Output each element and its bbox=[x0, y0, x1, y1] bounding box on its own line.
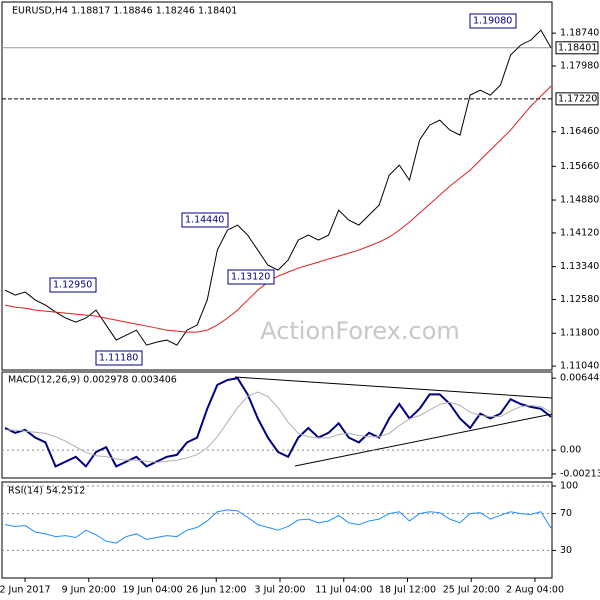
y-tick-label: 1.15660 bbox=[560, 161, 599, 172]
level-label: 1.17220 bbox=[558, 93, 597, 104]
y-tick-label: 1.12580 bbox=[560, 294, 599, 305]
annotation-box bbox=[49, 277, 97, 293]
level-box bbox=[555, 41, 599, 55]
rsi-panel bbox=[1, 481, 553, 579]
x-tick-label: 3 Jul 20:00 bbox=[255, 585, 306, 596]
trend-line bbox=[294, 413, 553, 467]
y-tick-label: 1.17980 bbox=[560, 61, 599, 72]
y-tick-label: 1.14120 bbox=[560, 227, 599, 238]
series-line bbox=[4, 377, 552, 468]
annotation: 1.11180 bbox=[99, 353, 138, 364]
y-tick-label: 1.13340 bbox=[560, 261, 599, 272]
y-tick-label: -0.002134 bbox=[560, 468, 600, 479]
y-tick-label: 1.14880 bbox=[560, 195, 599, 206]
y-tick-label: 30 bbox=[560, 545, 572, 556]
annotation-box bbox=[181, 212, 229, 228]
x-tick-label: 2 Jun 2017 bbox=[0, 585, 51, 596]
y-tick-label: 1.16460 bbox=[560, 126, 599, 137]
macd-title: MACD(12,26,9) 0.002978 0.003406 bbox=[8, 375, 177, 386]
series-line bbox=[4, 29, 552, 346]
y-tick-label: 1.11040 bbox=[560, 361, 599, 372]
price-title: EURUSD,H4 1.18817 1.18846 1.18246 1.1840… bbox=[12, 6, 237, 17]
macd-panel bbox=[1, 371, 553, 479]
annotation: 1.19080 bbox=[473, 16, 512, 27]
x-tick-label: 2 Aug 04:00 bbox=[506, 585, 564, 596]
y-tick-label: 0.00 bbox=[560, 445, 581, 456]
annotation: 1.12950 bbox=[53, 280, 92, 291]
annotation-box bbox=[227, 269, 275, 285]
price-panel bbox=[1, 1, 553, 371]
x-tick-label: 18 Jul 12:00 bbox=[379, 585, 436, 596]
x-tick-label: 25 Jul 20:00 bbox=[443, 585, 500, 596]
x-tick-label: 11 Jul 04:00 bbox=[315, 585, 372, 596]
series-line bbox=[5, 391, 552, 463]
rsi-title: RSI(14) 54.2512 bbox=[8, 486, 85, 497]
y-tick-label: 1.18740 bbox=[560, 28, 599, 39]
y-tick-label: 70 bbox=[560, 508, 572, 519]
annotation: 1.14440 bbox=[185, 215, 224, 226]
series-line bbox=[4, 85, 552, 333]
level-box bbox=[555, 92, 599, 106]
series-line bbox=[4, 509, 552, 544]
y-tick-label: 100 bbox=[560, 481, 578, 492]
watermark: ActionForex.com bbox=[260, 317, 460, 345]
annotation-box bbox=[469, 13, 517, 29]
x-tick-label: 9 Jun 20:00 bbox=[62, 585, 116, 596]
y-tick-label: 1.11800 bbox=[560, 328, 599, 339]
y-tick-label: 0.006449 bbox=[560, 373, 600, 384]
x-tick-label: 19 Jun 04:00 bbox=[122, 585, 182, 596]
x-tick-label: 26 Jun 12:00 bbox=[186, 585, 246, 596]
level-label: 1.18401 bbox=[558, 42, 597, 53]
annotation: 1.13120 bbox=[231, 272, 270, 283]
annotation-box bbox=[95, 350, 143, 366]
trend-line bbox=[234, 376, 553, 399]
